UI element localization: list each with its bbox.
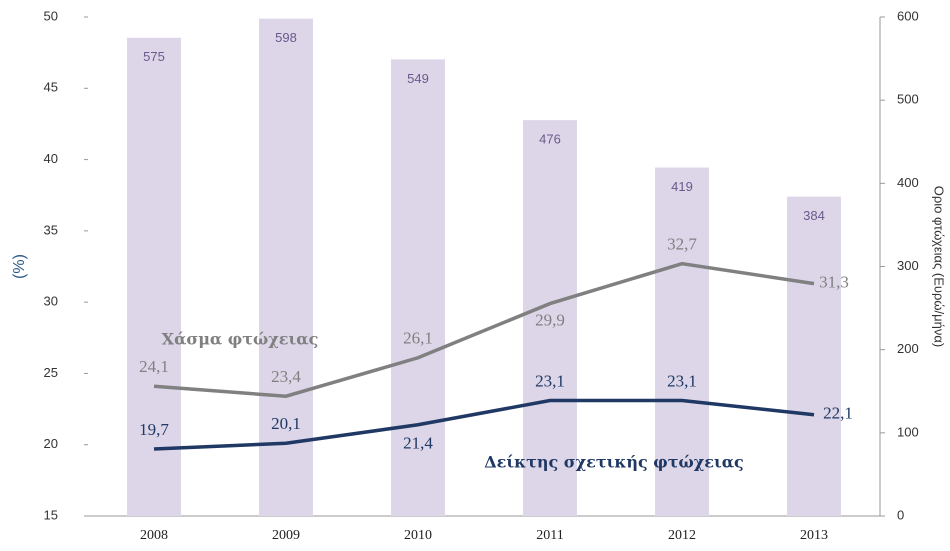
line (153, 398, 815, 451)
x-tick-label: 2008 (140, 528, 168, 543)
line (153, 261, 815, 399)
bar (787, 196, 841, 516)
line-value-label: 22,1 (823, 404, 853, 423)
bar-value-label: 384 (803, 208, 825, 223)
series-name: Χάσμα φτώχειας (162, 330, 319, 349)
y-tick-label: 40 (44, 151, 58, 166)
y-tick-label: 15 (44, 507, 58, 522)
x-tick-label: 2011 (536, 528, 563, 543)
y2-tick-label: 400 (897, 175, 919, 190)
y-tick-label: 20 (44, 436, 58, 451)
series-name: Δείκτης σχετικής φτώχειας (484, 453, 744, 472)
x-tick-label: 2010 (404, 528, 432, 543)
bar-value-label: 598 (275, 30, 297, 45)
line-value-label: 23,1 (535, 371, 565, 390)
line-value-label: 31,3 (819, 273, 849, 292)
y2-tick-label: 200 (897, 341, 919, 356)
bar-value-label: 419 (671, 179, 693, 194)
y-tick-label: 30 (44, 294, 58, 309)
line-value-label: 21,4 (403, 434, 433, 453)
bar-value-label: 575 (143, 49, 165, 64)
line-value-label: 23,4 (271, 367, 301, 386)
y2-tick-label: 300 (897, 258, 919, 273)
line-value-label: 24,1 (139, 357, 169, 376)
y-tick-label: 45 (44, 80, 58, 95)
line-value-label: 26,1 (403, 329, 433, 348)
x-tick-label: 2013 (800, 528, 828, 543)
line-value-label: 29,9 (535, 310, 565, 329)
bar (655, 167, 709, 516)
y2-tick-label: 0 (897, 507, 904, 522)
y2-tick-label: 100 (897, 424, 919, 439)
bar-value-label: 549 (407, 71, 429, 86)
y2-axis-label: Οριο φτώχειας (Ευρώ/μήνα) (932, 186, 947, 347)
y-tick-label: 50 (44, 8, 58, 23)
bar (127, 37, 181, 517)
y2-tick-label: 500 (897, 92, 919, 107)
x-tick-label: 2009 (272, 528, 300, 543)
line-value-label: 23,1 (667, 371, 697, 390)
bar (523, 120, 577, 517)
line-value-label: 32,7 (667, 235, 697, 254)
y-tick-label: 35 (44, 222, 58, 237)
y-tick-label: 25 (44, 365, 58, 380)
bar (391, 59, 445, 516)
x-tick-label: 2012 (668, 528, 696, 543)
bar (259, 18, 313, 517)
bar-value-label: 476 (539, 132, 561, 147)
y-axis-label: (%) (11, 254, 28, 279)
line-value-label: 19,7 (139, 420, 169, 439)
y2-tick-label: 600 (897, 8, 919, 23)
line-value-label: 20,1 (271, 414, 301, 433)
